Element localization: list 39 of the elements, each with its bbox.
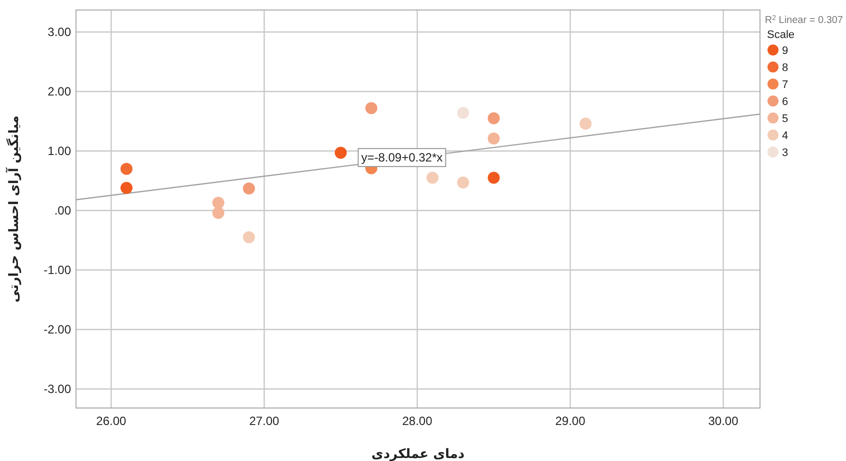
point [212,206,224,219]
legend-title: Scale [767,29,795,41]
x-tick-label: 27.00 [249,414,280,428]
x-axis-title: دمای عملکردی [371,447,465,461]
legend-label: 9 [782,45,788,57]
annotation: y=-8.09+0.32*x [361,150,443,165]
legend-label: 5 [782,113,788,125]
point [457,176,470,189]
legend-label: 6 [782,96,788,108]
legend-label: 7 [782,79,788,91]
legend-label: 3 [782,147,788,159]
point [488,112,500,124]
x-tick-label: 28.00 [402,414,433,428]
y-tick-label: -1.00 [44,262,72,277]
point [242,231,255,244]
point [365,102,378,114]
point [212,196,224,209]
y-tick-label: -2.00 [44,322,72,336]
point [426,172,439,184]
y-tick-label: 1.00 [48,144,72,158]
y-tick-label: 3.00 [48,25,72,40]
y-tick-label: .00 [54,203,72,218]
x-tick-label: 30.00 [708,414,739,428]
x-tick-label: 26.00 [96,414,127,428]
point [488,132,500,144]
point [242,182,255,194]
y-tick-label: 2.00 [48,84,72,99]
point [457,106,470,119]
point [120,162,132,175]
y-tick-label: -3.00 [44,382,72,396]
point [488,172,500,184]
text: R$^{2}$ Linear = 0.307 [764,14,844,26]
point [120,182,132,194]
point [334,146,347,159]
point [580,118,592,130]
legend-label: 4 [782,130,788,142]
x-tick-label: 29.00 [555,414,586,428]
legend-label: 8 [782,62,788,74]
y-axis-title: میانگین آرای احساس حرارتی [5,116,22,302]
